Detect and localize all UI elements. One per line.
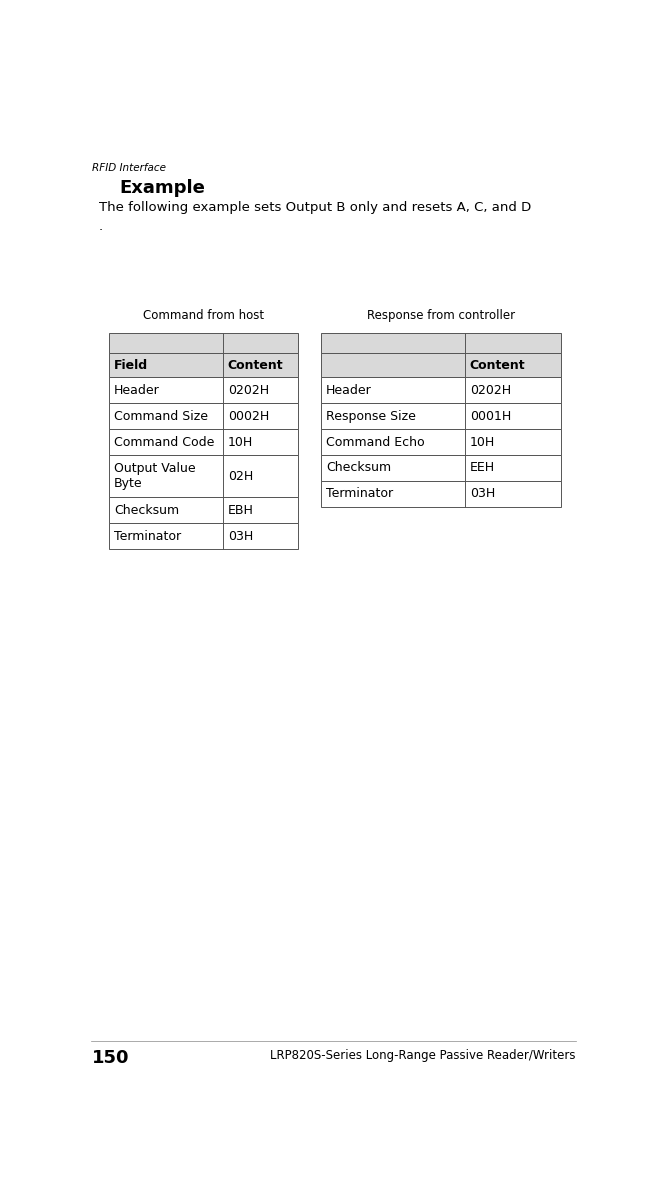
Text: Field: Field [114, 359, 148, 372]
Bar [321, 403, 561, 429]
Bar [109, 429, 298, 454]
Text: 03H: 03H [228, 530, 253, 543]
Bar [109, 454, 298, 498]
Text: Response from controller: Response from controller [367, 309, 515, 323]
Bar [321, 429, 561, 454]
Text: Header: Header [326, 384, 372, 397]
Text: 02H: 02H [228, 470, 253, 483]
Bar [109, 403, 298, 429]
Text: Command Echo: Command Echo [326, 435, 424, 448]
Text: Example: Example [119, 179, 205, 197]
Text: 0202H: 0202H [470, 384, 511, 397]
Text: Terminator: Terminator [114, 530, 181, 543]
Text: EBH: EBH [228, 504, 253, 517]
Text: LRP820S-Series Long-Range Passive Reader/Writers: LRP820S-Series Long-Range Passive Reader… [270, 1049, 575, 1061]
Text: 0001H: 0001H [470, 410, 511, 423]
Text: Command Size: Command Size [114, 410, 208, 423]
Bar [321, 481, 561, 507]
Text: Content: Content [470, 359, 525, 372]
Text: The following example sets Output B only and resets A, C, and D: The following example sets Output B only… [99, 201, 531, 215]
Bar [321, 333, 561, 354]
Text: Header: Header [114, 384, 160, 397]
Text: Output Value
Byte: Output Value Byte [114, 463, 196, 490]
Text: .: . [99, 219, 103, 233]
Text: 0002H: 0002H [228, 410, 269, 423]
Bar [109, 378, 298, 403]
Text: 10H: 10H [228, 435, 253, 448]
Bar [321, 454, 561, 481]
Text: Checksum: Checksum [114, 504, 179, 517]
Text: EEH: EEH [470, 462, 495, 475]
Text: Content: Content [228, 359, 283, 372]
Text: Terminator: Terminator [326, 487, 393, 500]
Text: Command from host: Command from host [143, 309, 264, 323]
Bar [321, 378, 561, 403]
Text: 10H: 10H [470, 435, 495, 448]
Bar [321, 354, 561, 378]
Text: 0202H: 0202H [228, 384, 269, 397]
Text: RFID Interface: RFID Interface [92, 163, 167, 174]
Bar [109, 333, 298, 354]
Bar [109, 354, 298, 378]
Text: 03H: 03H [470, 487, 495, 500]
Text: Response Size: Response Size [326, 410, 416, 423]
Text: 150: 150 [91, 1049, 129, 1067]
Bar [109, 523, 298, 549]
Bar [109, 498, 298, 523]
Text: Command Code: Command Code [114, 435, 215, 448]
Text: Checksum: Checksum [326, 462, 391, 475]
